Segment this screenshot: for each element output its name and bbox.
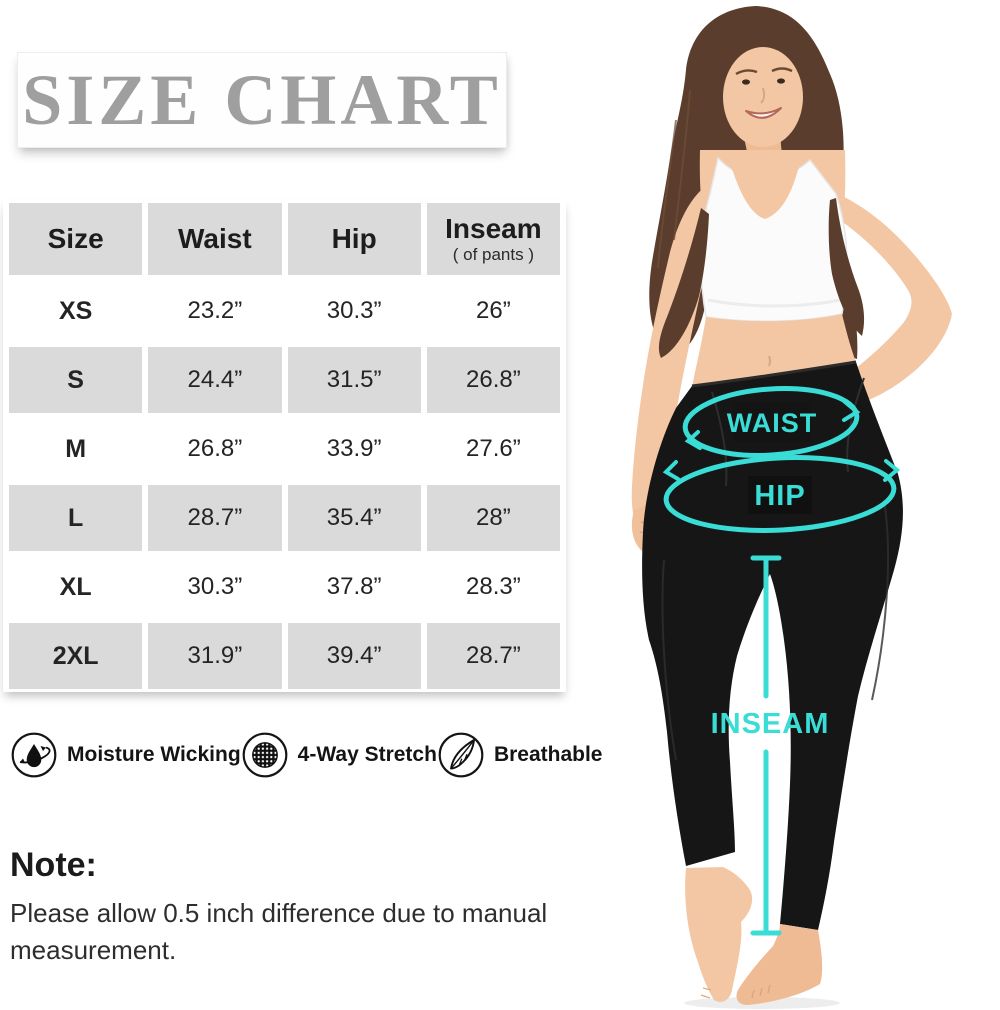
cell-hip: 39.4”	[287, 623, 421, 689]
inseam-line	[750, 555, 782, 936]
note-body: Please allow 0.5 inch difference due to …	[10, 898, 548, 965]
feature-badges: Moisture Wicking 4-Way Stretch	[10, 731, 602, 779]
col-header-inseam-note: ( of pants )	[452, 244, 534, 264]
feature-label: Moisture Wicking	[67, 743, 241, 766]
col-header-inseam-label: Inseam	[445, 213, 542, 245]
hip-label: HIP	[754, 480, 805, 512]
feature-label: 4-Way Stretch	[297, 743, 437, 766]
col-header-waist: Waist	[148, 203, 282, 275]
col-header-size: Size	[9, 203, 143, 275]
col-header-inseam: Inseam ( of pants )	[426, 203, 560, 275]
table-row: S 24.4” 31.5” 26.8”	[9, 347, 560, 413]
table-row: M 26.8” 33.9” 27.6”	[9, 416, 560, 482]
cell-size: S	[9, 347, 143, 413]
model-sports-bra	[700, 156, 848, 322]
model-figure: WAIST HIP INSEAM	[631, 6, 952, 1009]
feature-breathable: Breathable	[437, 731, 603, 779]
cell-size: L	[9, 485, 143, 551]
cell-hip: 31.5”	[287, 347, 421, 413]
waist-ring	[682, 386, 860, 458]
waist-label: WAIST	[727, 408, 818, 438]
hip-ring	[663, 455, 897, 533]
table-row: XS 23.2” 30.3” 26”	[9, 278, 560, 344]
size-table: Size Waist Hip Inseam ( of pants ) XS 23…	[3, 200, 566, 692]
table-row: 2XL 31.9” 39.4” 28.7”	[9, 623, 560, 689]
inseam-label: INSEAM	[711, 708, 830, 740]
moisture-wicking-icon	[11, 732, 57, 778]
feature-label: Breathable	[493, 743, 603, 766]
cell-waist: 30.3”	[148, 554, 282, 620]
cell-hip: 30.3”	[287, 278, 421, 344]
model-hair-front	[657, 89, 865, 358]
cell-hip: 35.4”	[287, 485, 421, 551]
cell-waist: 28.7”	[148, 485, 282, 551]
cell-waist: 23.2”	[148, 278, 282, 344]
table-row: XL 30.3” 37.8” 28.3”	[9, 554, 560, 620]
cell-waist: 31.9”	[148, 623, 282, 689]
col-header-hip: Hip	[287, 203, 421, 275]
cell-hip: 33.9”	[287, 416, 421, 482]
breathable-icon	[438, 732, 484, 778]
cell-size: XS	[9, 278, 143, 344]
model-feet	[685, 867, 823, 1005]
four-way-stretch-icon	[242, 732, 288, 778]
table-header-row: Size Waist Hip Inseam ( of pants )	[9, 203, 560, 275]
cell-inseam: 26”	[426, 278, 560, 344]
cell-inseam: 26.8”	[426, 347, 560, 413]
cell-inseam: 28.3”	[426, 554, 560, 620]
waist-label-backdrop	[733, 402, 811, 442]
cell-inseam: 28”	[426, 485, 560, 551]
feature-moisture-wicking: Moisture Wicking	[10, 731, 241, 779]
hip-arrowhead	[662, 459, 901, 482]
waist-arrowhead	[684, 400, 861, 450]
hip-label-backdrop	[748, 476, 812, 514]
cell-waist: 24.4”	[148, 347, 282, 413]
cell-size: M	[9, 416, 143, 482]
cell-size: XL	[9, 554, 143, 620]
cell-size: 2XL	[9, 623, 143, 689]
cell-waist: 26.8”	[148, 416, 282, 482]
table-row: L 28.7” 35.4” 28”	[9, 485, 560, 551]
measurement-annotations	[662, 386, 901, 936]
page-title: SIZE CHART	[22, 60, 502, 140]
size-table-wrap: Size Waist Hip Inseam ( of pants ) XS 23…	[3, 200, 566, 692]
cell-hip: 37.8”	[287, 554, 421, 620]
feature-four-way-stretch: 4-Way Stretch	[241, 731, 437, 779]
model-face	[723, 19, 806, 147]
title-box: SIZE CHART	[17, 52, 507, 148]
model-leggings	[642, 360, 903, 930]
cell-inseam: 28.7”	[426, 623, 560, 689]
cell-inseam: 27.6”	[426, 416, 560, 482]
note-heading: Note:	[10, 846, 97, 884]
note-section: Note: Please allow 0.5 inch difference d…	[10, 846, 585, 969]
